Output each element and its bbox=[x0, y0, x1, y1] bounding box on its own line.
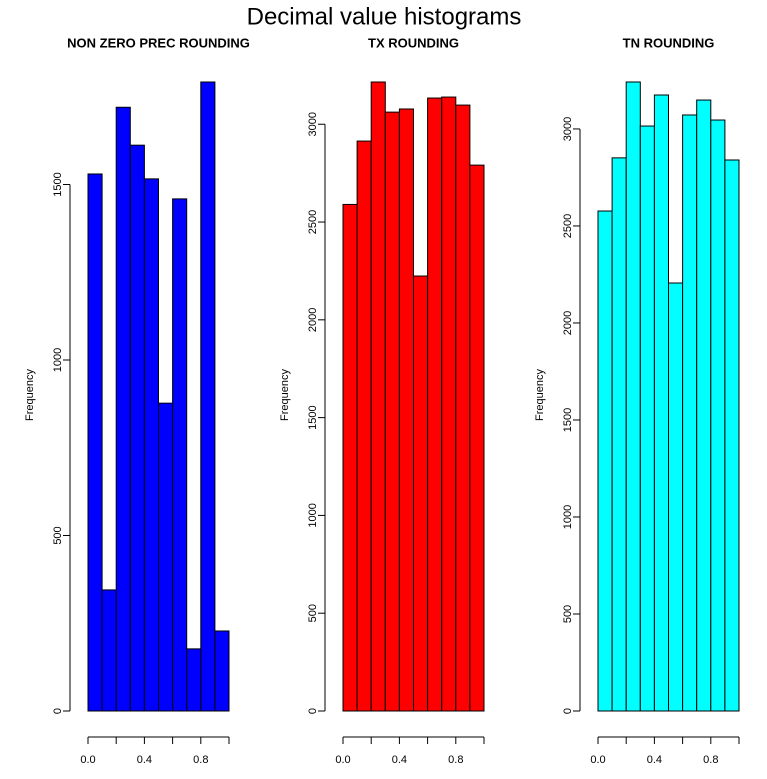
panel-title: TX ROUNDING bbox=[368, 35, 459, 50]
y-tick-label: 500 bbox=[52, 526, 64, 544]
bar bbox=[186, 648, 202, 712]
bar bbox=[87, 173, 103, 712]
y-tick-label: 2500 bbox=[562, 214, 574, 238]
bar bbox=[724, 159, 740, 712]
y-tick-label: 1000 bbox=[307, 503, 319, 527]
bar bbox=[398, 108, 414, 712]
x-tick-label: 0.0 bbox=[80, 754, 95, 766]
y-tick-label: 1500 bbox=[307, 405, 319, 429]
y-axis-label: Frequency bbox=[24, 369, 36, 421]
x-tick-label: 0.8 bbox=[193, 754, 208, 766]
bar bbox=[172, 198, 188, 712]
y-tick-label: 2000 bbox=[562, 311, 574, 335]
y-tick-label: 2000 bbox=[307, 308, 319, 332]
x-tick-label: 0.4 bbox=[647, 754, 662, 766]
panel-title: TN ROUNDING bbox=[623, 35, 715, 50]
bar bbox=[129, 144, 145, 712]
y-tick-label: 500 bbox=[562, 605, 574, 623]
bar bbox=[158, 402, 174, 712]
y-axis-label: Frequency bbox=[534, 369, 546, 421]
bar bbox=[384, 111, 400, 712]
bar bbox=[342, 203, 358, 712]
bar bbox=[200, 81, 216, 712]
bar bbox=[469, 164, 485, 712]
bar bbox=[682, 114, 698, 712]
x-tick-label: 0.0 bbox=[335, 754, 350, 766]
y-tick-label: 1000 bbox=[562, 505, 574, 529]
bar bbox=[668, 282, 684, 712]
bar bbox=[101, 589, 117, 712]
bar bbox=[639, 125, 655, 712]
x-tick-label: 0.4 bbox=[137, 754, 152, 766]
bar bbox=[625, 81, 641, 712]
bar bbox=[710, 119, 726, 712]
y-tick-label: 1500 bbox=[52, 172, 64, 196]
bar bbox=[597, 210, 613, 712]
y-tick-label: 0 bbox=[307, 708, 319, 714]
bar bbox=[356, 140, 372, 712]
y-tick-label: 1500 bbox=[562, 408, 574, 432]
y-tick-label: 2500 bbox=[307, 210, 319, 234]
bar bbox=[696, 99, 712, 712]
x-tick-label: 0.4 bbox=[392, 754, 407, 766]
y-tick-label: 0 bbox=[562, 708, 574, 714]
bar bbox=[413, 275, 429, 712]
bar bbox=[653, 94, 670, 712]
x-tick-label: 0.0 bbox=[590, 754, 605, 766]
bar bbox=[115, 106, 131, 712]
panel-title: NON ZERO PREC ROUNDING bbox=[67, 35, 250, 50]
x-tick-label: 0.8 bbox=[448, 754, 463, 766]
bar bbox=[441, 96, 457, 712]
y-tick-label: 500 bbox=[307, 604, 319, 622]
y-tick-label: 3000 bbox=[307, 112, 319, 136]
x-tick-label: 0.8 bbox=[703, 754, 718, 766]
bar bbox=[214, 630, 230, 712]
bar bbox=[455, 104, 471, 712]
bar bbox=[427, 97, 443, 712]
y-tick-label: 3000 bbox=[562, 117, 574, 141]
y-axis-label: Frequency bbox=[279, 369, 291, 421]
y-tick-label: 0 bbox=[52, 708, 64, 714]
bar bbox=[370, 81, 386, 712]
bar bbox=[611, 157, 627, 712]
bar bbox=[143, 178, 159, 712]
y-tick-label: 1000 bbox=[52, 348, 64, 372]
main-title: Decimal value histograms bbox=[247, 3, 522, 30]
